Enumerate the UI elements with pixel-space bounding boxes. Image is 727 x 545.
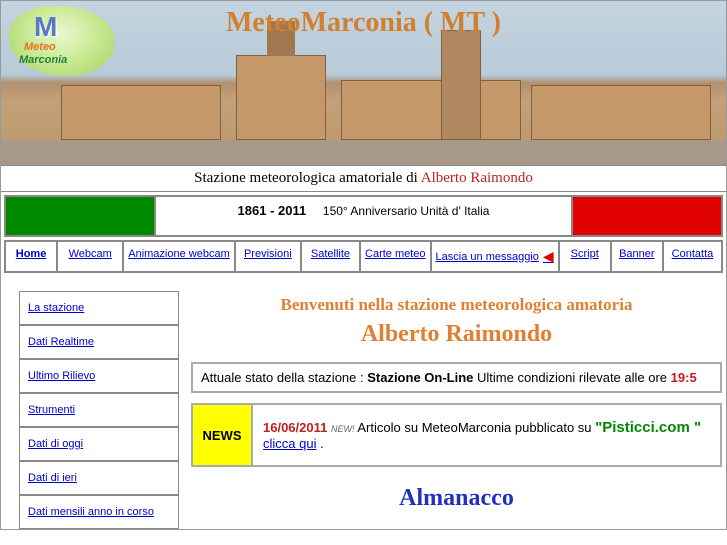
nav-home[interactable]: Home — [5, 241, 57, 272]
almanacco-heading: Almanacco — [187, 467, 726, 516]
sidebar-item-strumenti[interactable]: Strumenti — [19, 393, 179, 427]
nav-satellite[interactable]: Satellite — [301, 241, 360, 272]
nav-carte-meteo[interactable]: Carte meteo — [360, 241, 431, 272]
site-title: MeteoMarconia ( MT ) — [1, 7, 726, 39]
welcome-heading: Benvenuti nella stazione meteorologica a… — [187, 291, 726, 319]
sidebar-item-stazione[interactable]: La stazione — [19, 291, 179, 325]
status-prefix: Attuale stato della stazione : — [201, 370, 367, 385]
sidebar-item-ultimo-rilievo[interactable]: Ultimo Rilievo — [19, 359, 179, 393]
flag-white: 1861 - 2011 150° Anniversario Unità d' I… — [155, 196, 572, 236]
status-box: Attuale stato della stazione : Stazione … — [191, 362, 722, 393]
status-suffix: Ultime condizioni rilevate alle ore — [473, 370, 670, 385]
arrow-left-icon: ◀ — [543, 248, 554, 265]
news-label: NEWS — [193, 405, 253, 465]
nav-animazione[interactable]: Animazione webcam — [123, 241, 235, 272]
subtitle-prefix: Stazione meteorologica amatoriale di — [194, 170, 421, 186]
anniversary-text: 150° Anniversario Unità d' Italia — [323, 204, 490, 218]
nav-msg-label: Lascia un messaggio — [436, 251, 539, 263]
sidebar: La stazione Dati Realtime Ultimo Rilievo… — [19, 291, 179, 529]
news-site: "Pisticci.com " — [595, 419, 701, 436]
nav-lascia-messaggio[interactable]: Lascia un messaggio ◀ — [431, 241, 559, 272]
news-text1: Articolo su MeteoMarconia pubblicato su — [357, 420, 595, 435]
main-content: Benvenuti nella stazione meteorologica a… — [187, 291, 726, 529]
sidebar-item-dati-ieri[interactable]: Dati di ieri — [19, 461, 179, 495]
flag-green — [5, 196, 155, 236]
news-box: NEWS 16/06/2011 NEW! Articolo su MeteoMa… — [191, 403, 722, 467]
header-banner: M Meteo Marconia MeteoMarconia ( MT ) — [1, 1, 726, 166]
sidebar-item-realtime[interactable]: Dati Realtime — [19, 325, 179, 359]
news-date: 16/06/2011 — [263, 420, 327, 435]
flag-red — [572, 196, 722, 236]
news-text2: . — [316, 436, 323, 451]
nav-banner[interactable]: Banner — [611, 241, 663, 272]
top-nav: Home Webcam Animazione webcam Previsioni… — [4, 240, 723, 273]
nav-contatta[interactable]: Contatta — [663, 241, 722, 272]
subtitle-name: Alberto Raimondo — [421, 170, 533, 186]
news-body: 16/06/2011 NEW! Articolo su MeteoMarconi… — [253, 405, 720, 465]
news-link[interactable]: clicca qui — [263, 436, 316, 451]
nav-script[interactable]: Script — [559, 241, 611, 272]
status-value: Stazione On-Line — [367, 370, 473, 385]
sidebar-item-dati-oggi[interactable]: Dati di oggi — [19, 427, 179, 461]
subtitle-bar: Stazione meteorologica amatoriale di Alb… — [1, 166, 726, 192]
sidebar-item-dati-mensili[interactable]: Dati mensili anno in corso — [19, 495, 179, 529]
nav-previsioni[interactable]: Previsioni — [235, 241, 301, 272]
anniversary-row: 1861 - 2011 150° Anniversario Unità d' I… — [4, 195, 723, 237]
owner-name: Alberto Raimondo — [187, 319, 726, 362]
nav-webcam[interactable]: Webcam — [57, 241, 123, 272]
logo-line1: Meteo — [24, 41, 56, 53]
anniversary-years: 1861 - 2011 — [238, 203, 307, 218]
news-new-badge: NEW! — [331, 424, 355, 434]
status-time: 19:5 — [671, 370, 697, 385]
logo-line2: Marconia — [19, 54, 67, 66]
